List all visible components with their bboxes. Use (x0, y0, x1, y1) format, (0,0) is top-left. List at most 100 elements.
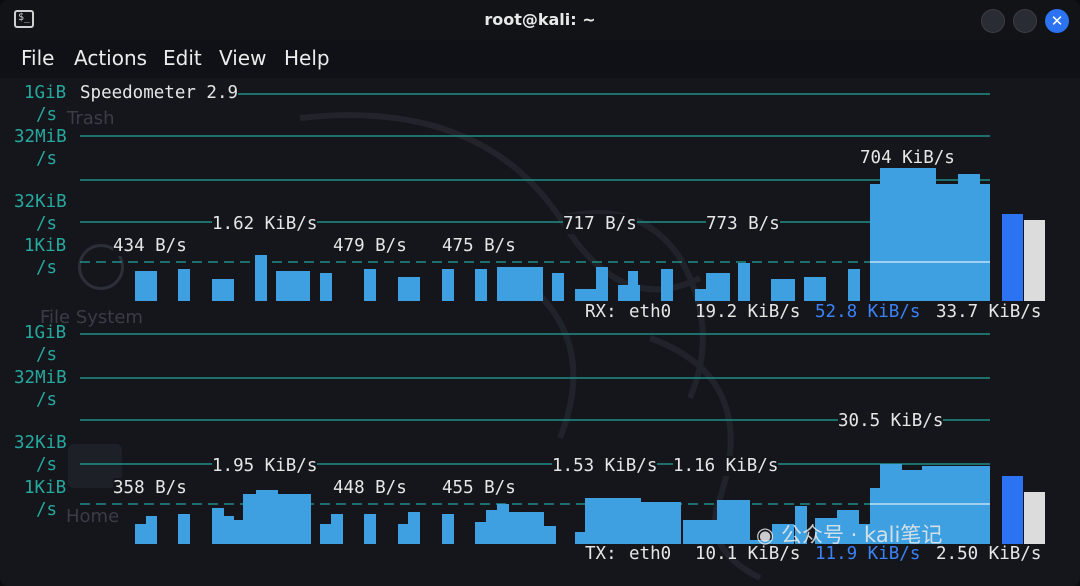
axis-label: /s (36, 258, 58, 278)
rx-bar (958, 174, 980, 184)
tx-bar (772, 524, 794, 544)
kali-dragon-watermark (299, 112, 762, 581)
tx-bar (256, 490, 278, 544)
tx-bar (815, 518, 837, 544)
tx-average: 2.50 KiB/s (936, 544, 1042, 564)
tx-bar (398, 524, 410, 544)
menu-actions[interactable]: Actions (74, 46, 148, 70)
rx-bar (552, 273, 564, 301)
tx-peak-label: 1.95 KiB/s (212, 456, 318, 476)
axis-label: /s (36, 149, 58, 169)
rx-peak-label: 1.62 KiB/s (212, 214, 318, 234)
desktop-icon-home: Home (66, 506, 120, 527)
tx-bar (859, 524, 871, 544)
tx-peak-label: 1.53 KiB/s (552, 456, 658, 476)
maximize-button[interactable] (1013, 9, 1037, 33)
rx-bar (575, 289, 597, 301)
rx-bar (784, 289, 794, 301)
axis-label: /s (36, 345, 58, 365)
tx-bar (178, 514, 190, 544)
axis-label: 1GiB (24, 83, 67, 103)
tx-bar (486, 510, 498, 544)
axis-label: /s (36, 105, 58, 125)
tx-peak-label: 358 B/s (113, 478, 187, 498)
tx-bar (508, 512, 544, 544)
tx-bar (795, 506, 807, 544)
rx-average: 33.7 KiB/s (936, 302, 1042, 322)
tx-bar (320, 524, 332, 544)
title-bar[interactable]: $_ root@kali: ~ ✕ (0, 0, 1080, 40)
rx-interface: eth0 (629, 302, 672, 322)
rx-bar (135, 271, 157, 301)
rx-bar (320, 273, 332, 301)
tx-bar (222, 516, 234, 544)
tx-peak-label: 448 B/s (333, 478, 407, 498)
tx-bar (408, 512, 420, 544)
rx-direction: RX: (585, 302, 617, 322)
rx-bar (848, 269, 860, 301)
tx-current-bar (1002, 476, 1023, 544)
tx-peak-label: 30.5 KiB/s (838, 411, 944, 431)
rx-peak-label: 479 B/s (333, 236, 407, 256)
rx-bar (178, 269, 190, 301)
rx-bar (936, 190, 948, 200)
terminal-area[interactable]: Trash File System Home 1GiB /s 32MiB /s … (0, 78, 1080, 586)
rx-current: 52.8 KiB/s (815, 302, 921, 322)
axis-label: 32MiB (14, 368, 67, 388)
rx-peak-label: 704 KiB/s (860, 148, 955, 168)
tx-total: 10.1 KiB/s (695, 544, 801, 564)
tx-bar (717, 500, 750, 544)
axis-label: 1KiB (24, 236, 67, 256)
axis-label: 32MiB (14, 127, 67, 147)
rx-peak-label: 773 B/s (706, 214, 780, 234)
menu-help[interactable]: Help (284, 46, 330, 70)
drive-icon (78, 244, 124, 290)
close-button[interactable]: ✕ (1045, 9, 1069, 33)
tx-current: 11.9 KiB/s (815, 544, 921, 564)
tx-interface: eth0 (629, 544, 672, 564)
tx-bar (331, 514, 343, 544)
tx-bar (232, 520, 244, 544)
desktop-icon-trash: Trash (67, 108, 115, 129)
desktop-icon-filesystem: File System (40, 307, 143, 328)
axis-label: 1KiB (24, 478, 67, 498)
rx-average-bar (1024, 220, 1045, 301)
menu-edit[interactable]: Edit (163, 46, 202, 70)
tx-bar (475, 522, 487, 544)
tx-bar (880, 464, 902, 488)
rx-bar (475, 269, 487, 301)
rx-bar (661, 269, 673, 301)
tx-bar (902, 470, 922, 488)
axis-label: /s (36, 214, 58, 234)
tx-peak-label: 455 B/s (442, 478, 516, 498)
rx-bar (442, 269, 454, 301)
tx-bar (870, 488, 990, 544)
menu-file[interactable]: File (21, 46, 55, 70)
rx-bar (738, 263, 750, 301)
window-title: root@kali: ~ (484, 10, 596, 29)
tx-bar (837, 510, 859, 544)
tx-bar (922, 466, 990, 488)
rx-bar (497, 267, 543, 301)
rx-bar (596, 267, 608, 301)
tx-peak-label: 1.16 KiB/s (673, 456, 779, 476)
rx-total: 19.2 KiB/s (695, 302, 801, 322)
menu-view[interactable]: View (219, 46, 267, 70)
tx-bar (364, 514, 376, 544)
app-title: Speedometer 2.9 (80, 83, 239, 103)
tx-bar (575, 532, 587, 544)
tx-bar (585, 498, 641, 544)
terminal-icon[interactable]: $_ (14, 10, 34, 28)
tx-bar (750, 540, 772, 544)
rx-peak-label: 434 B/s (113, 236, 187, 256)
tx-average-bar (1024, 492, 1045, 544)
axis-label: /s (36, 500, 58, 520)
tx-bar (146, 516, 157, 544)
menu-bar: File Actions Edit View Help (0, 40, 1080, 78)
minimize-button[interactable] (981, 9, 1005, 33)
tx-bar (683, 520, 717, 544)
rx-bar (398, 277, 420, 301)
rx-bar (870, 184, 990, 301)
tx-bar (641, 502, 681, 544)
